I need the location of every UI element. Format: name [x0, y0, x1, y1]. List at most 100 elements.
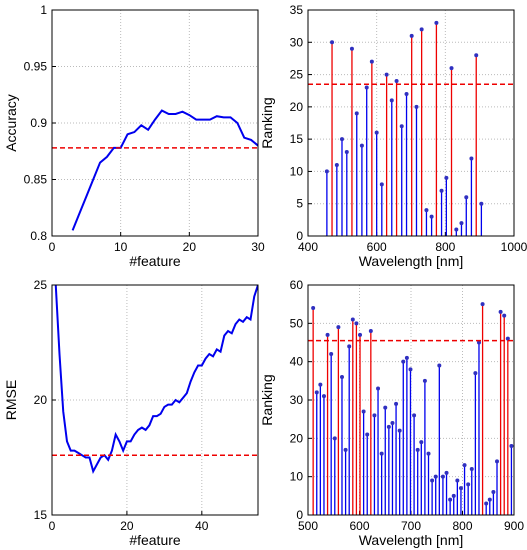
y-tick-label: 30 — [290, 393, 304, 407]
stem-marker — [439, 188, 444, 193]
stem-marker — [408, 367, 413, 372]
stem-marker — [404, 91, 409, 96]
stem-marker — [318, 382, 323, 387]
y-tick-label: 0 — [296, 229, 303, 243]
y-tick-label: 20 — [290, 431, 304, 445]
stem-marker — [386, 424, 391, 429]
stem-marker — [419, 440, 424, 445]
stem-marker — [343, 447, 348, 452]
stem-marker — [409, 33, 414, 38]
stem-marker — [464, 195, 469, 200]
y-axis-label: RMSE — [3, 380, 19, 420]
stem-marker — [459, 221, 464, 226]
stem-marker — [365, 432, 370, 437]
x-tick-label: 800 — [435, 240, 455, 254]
x-tick-label: 600 — [349, 519, 369, 533]
stem-marker — [444, 470, 449, 475]
stem-marker — [350, 317, 355, 322]
x-tick-label: 500 — [298, 519, 318, 533]
stem-marker — [426, 451, 431, 456]
stem-marker — [361, 409, 366, 414]
axes-frame — [51, 284, 259, 516]
stem-marker — [454, 227, 459, 232]
stem-marker — [469, 467, 474, 471]
stem-marker — [311, 306, 316, 310]
y-tick-label: 0 — [296, 508, 303, 522]
stem-marker — [444, 175, 449, 180]
stem-marker — [344, 150, 349, 155]
x-tick-label: 40 — [195, 519, 209, 533]
stem-marker — [480, 302, 485, 307]
x-axis-label: Wavelength [nm] — [359, 253, 464, 269]
y-axis-label: Ranking — [259, 374, 275, 425]
stem-marker — [347, 344, 352, 349]
stem-marker — [401, 359, 406, 364]
y-tick-label: 20 — [34, 393, 48, 407]
plot-content — [308, 302, 514, 515]
stem-marker — [325, 332, 330, 337]
stem-marker — [430, 478, 435, 483]
plot-content — [52, 285, 258, 474]
x-tick-label: 1000 — [501, 240, 527, 254]
y-axis-label: Ranking — [259, 97, 275, 148]
stem-marker — [473, 371, 478, 376]
stem-marker — [330, 40, 335, 45]
stem-marker — [383, 405, 388, 410]
stem-marker — [374, 130, 379, 135]
stem-marker — [369, 59, 374, 64]
stem-marker — [339, 137, 344, 142]
stem-marker — [474, 53, 479, 58]
x-tick-label: 20 — [120, 519, 134, 533]
y-tick-label: 20 — [290, 100, 304, 114]
y-tick-label: 0.85 — [24, 173, 48, 187]
stem-marker — [394, 79, 399, 84]
x-axis-label: #feature — [129, 532, 181, 548]
y-tick-label: 15 — [290, 132, 304, 146]
y-tick-label: 1 — [40, 3, 47, 17]
stem-marker — [484, 501, 489, 506]
stem-marker — [349, 46, 354, 51]
y-tick-label: 25 — [34, 278, 48, 292]
data-line — [54, 285, 258, 474]
x-tick-label: 0 — [49, 240, 56, 254]
stem-marker — [372, 413, 377, 418]
stem-marker — [379, 451, 384, 456]
subplot: 0 10 20 30 0.8 0.85 0.9 0.95 1 #feature Accuracy — [3, 3, 265, 269]
stem-marker — [412, 413, 417, 418]
stem-marker — [505, 336, 510, 341]
x-axis-label: Wavelength [nm] — [359, 532, 464, 548]
stem-marker — [458, 486, 463, 491]
stem-marker — [476, 340, 481, 345]
stem-marker — [329, 352, 334, 356]
plot-area — [308, 10, 514, 236]
stem-marker — [389, 98, 394, 103]
stem-marker — [469, 156, 474, 161]
y-tick-label: 0.95 — [24, 60, 48, 74]
x-tick-label: 400 — [298, 240, 318, 254]
x-tick-label: 700 — [401, 519, 421, 533]
y-tick-label: 35 — [290, 3, 304, 17]
y-tick-label: 5 — [296, 197, 303, 211]
stem-marker — [440, 474, 445, 479]
y-tick-label: 10 — [290, 470, 304, 484]
stem-marker — [324, 169, 329, 174]
stem-marker — [479, 201, 484, 206]
stem-marker — [332, 436, 337, 441]
stem-marker — [336, 325, 341, 330]
stem-marker — [339, 375, 344, 379]
stem-marker — [487, 497, 492, 502]
axes-frame — [307, 284, 515, 516]
x-tick-label: 20 — [183, 240, 197, 254]
stem-marker — [462, 463, 467, 468]
stem-marker — [502, 313, 507, 318]
stem-marker — [448, 497, 453, 502]
stem-marker — [364, 85, 369, 90]
stem-marker — [424, 208, 429, 213]
stem-marker — [376, 386, 381, 391]
stem-marker — [359, 143, 364, 148]
y-tick-label: 50 — [290, 316, 304, 330]
y-tick-label: 15 — [34, 508, 48, 522]
stem-marker — [415, 447, 420, 452]
x-tick-label: 900 — [504, 519, 524, 533]
